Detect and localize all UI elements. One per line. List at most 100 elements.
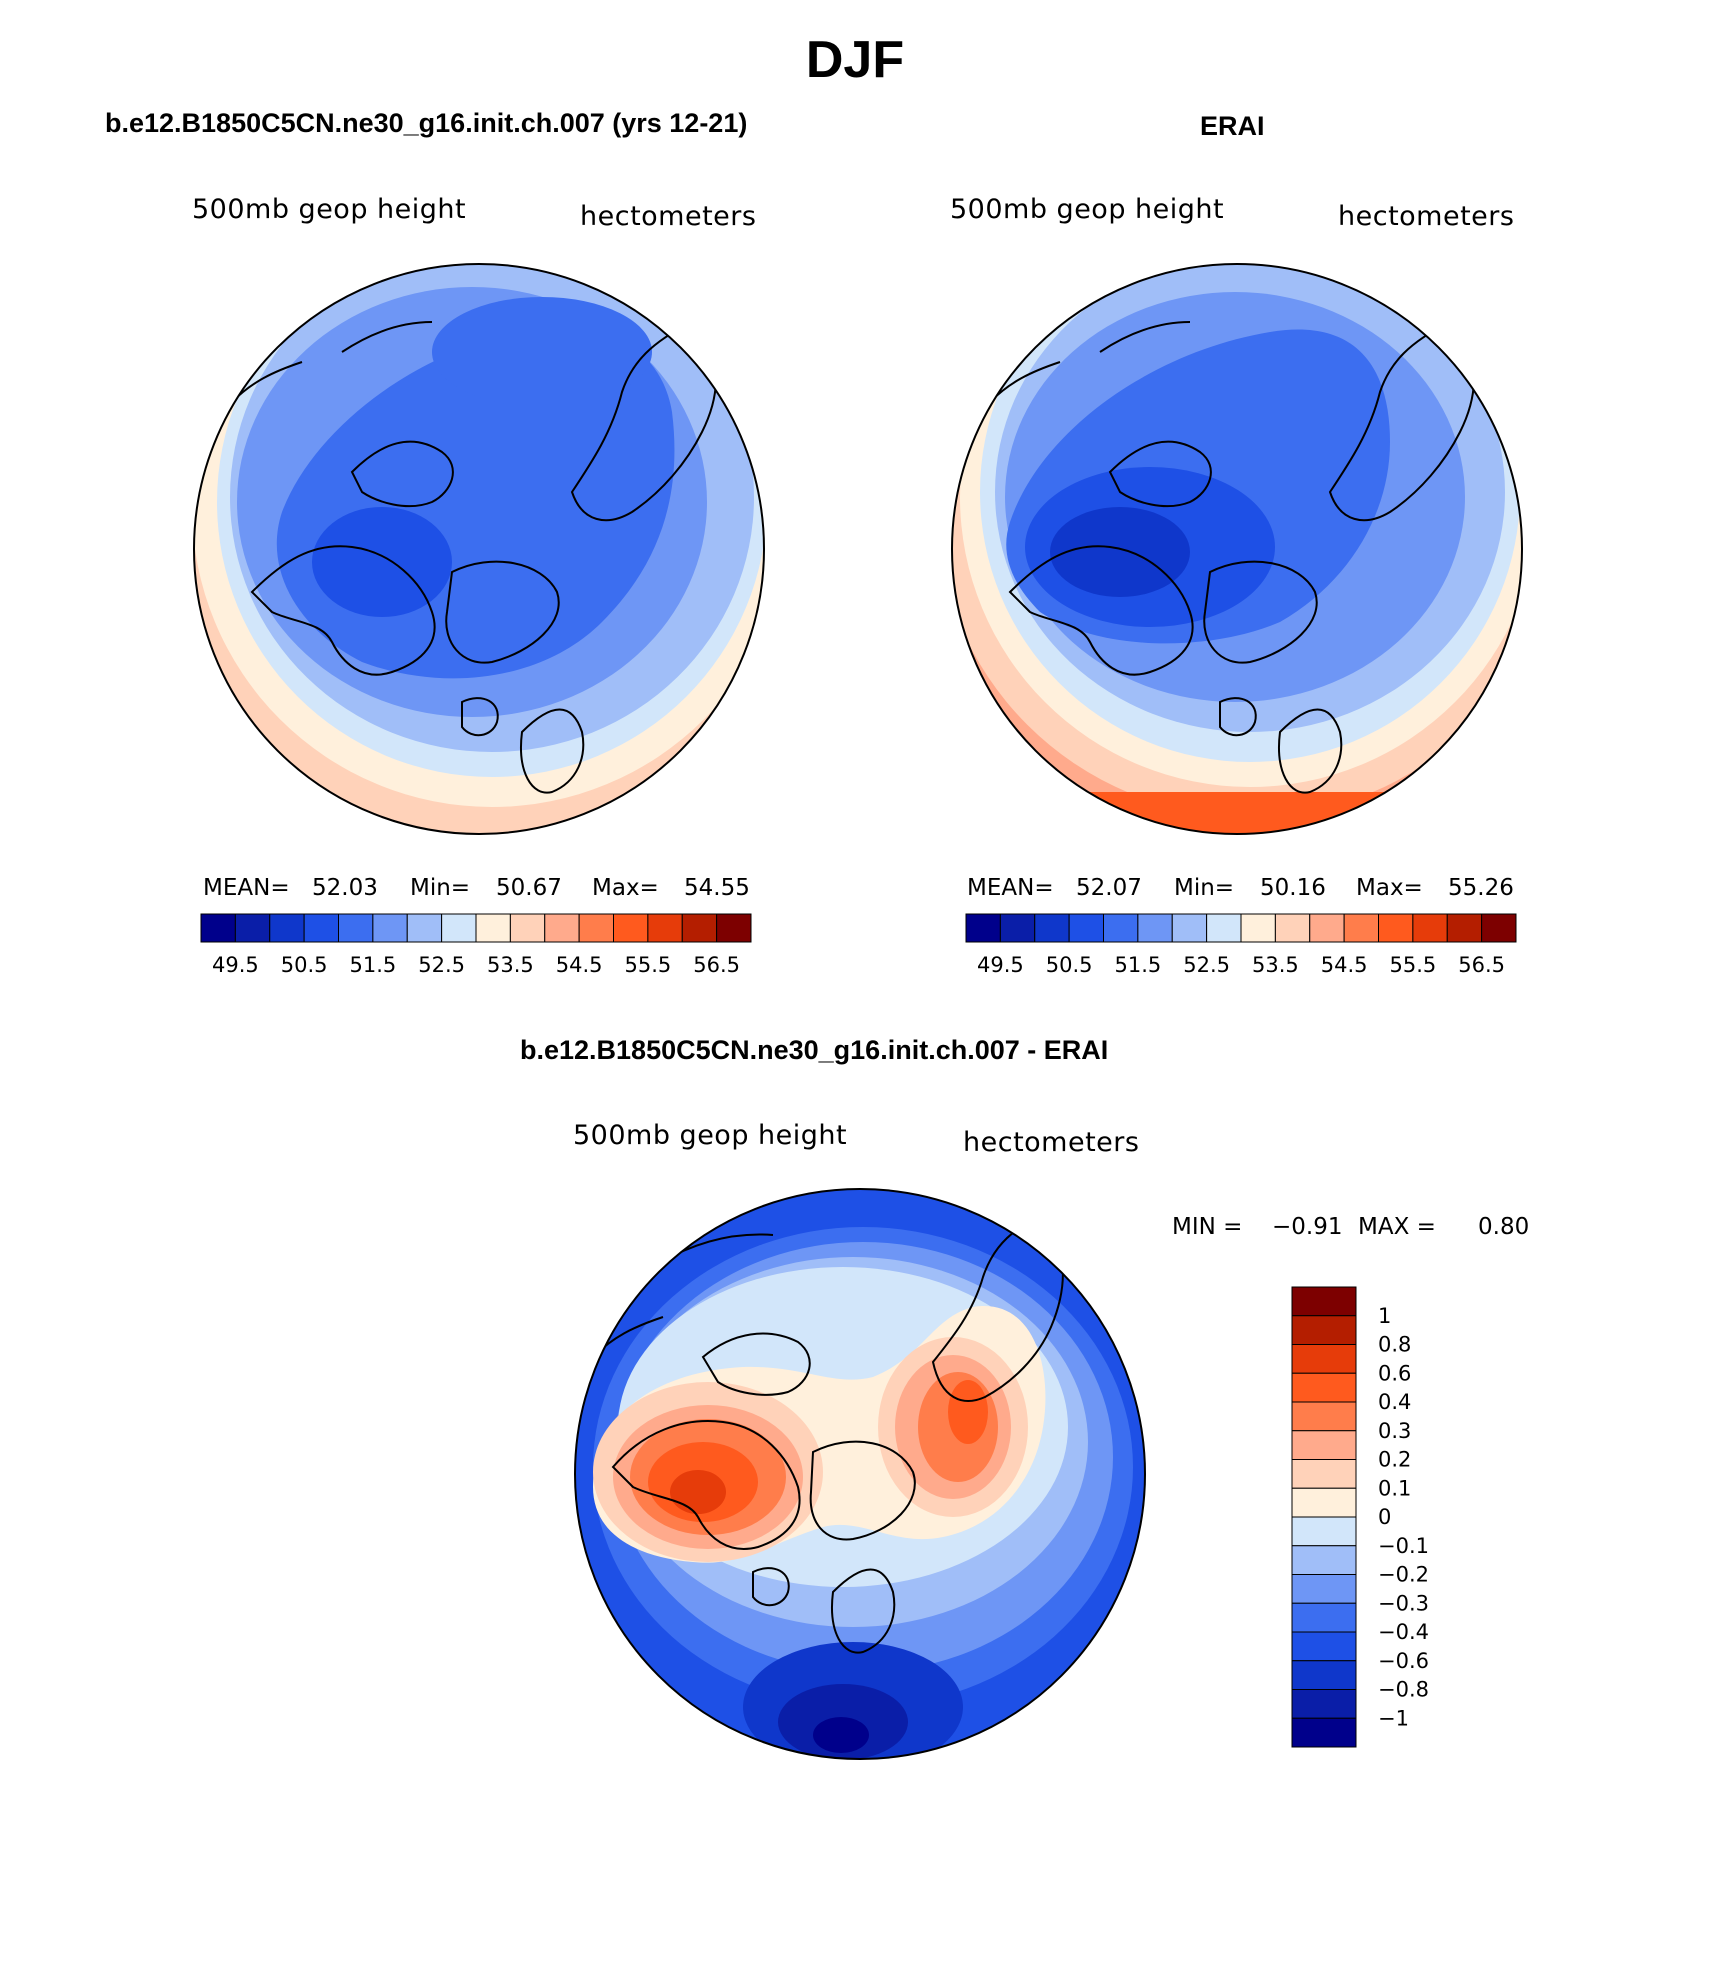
model-colorbar-tick-label: 49.5 [212,953,259,977]
model-low-pacific [432,297,652,407]
diff-max-value: 0.80 [1478,1214,1530,1240]
obs-max-value: 55.26 [1448,875,1514,901]
obs-colorbar-box [1240,913,1276,943]
diff-max-label: MAX = [1358,1214,1436,1240]
obs-max-label: Max= [1356,875,1423,901]
diff-polar-map [574,1188,1146,1760]
obs-colorbar-box [1378,913,1414,943]
season-title: DJF [805,31,905,89]
obs-colorbar-tick-label: 55.5 [1389,953,1436,977]
obs-high-atlantic [952,792,1522,834]
obs-colorbar-box [1446,913,1483,943]
obs-colorbar-box [1274,913,1311,943]
model-colorbar-box [509,913,546,943]
diff-colorbar-box [1291,1430,1357,1460]
diff-colorbar-tick-label: 0.4 [1378,1390,1411,1414]
model-map-border [193,263,765,835]
obs-colorbar-box [1206,913,1242,943]
diff-variable-label: 500mb geop height [573,1120,848,1151]
diff-colorbar-tick-label: 0 [1378,1505,1391,1529]
obs-coastlines [989,320,1475,794]
obs-min-label: Min= [1174,875,1235,901]
diff-colorbar-tick-label: −1 [1378,1706,1409,1730]
model-colorbar-tick-label: 53.5 [487,953,534,977]
model-mean-label: MEAN= [203,875,290,901]
obs-colorbar-box [1068,913,1104,943]
model-colorbar-box [544,913,580,943]
model-colorbar-tick-label: 52.5 [418,953,465,977]
model-colorbar-tick-label: 51.5 [349,953,396,977]
diff-colorbar-tick-label: 1 [1378,1304,1391,1328]
diff-min-label: MIN = [1172,1214,1243,1240]
obs-units-label: hectometers [1338,201,1515,232]
obs-colorbar-box [1343,913,1379,943]
model-coastlines [231,320,717,794]
obs-colorbar-tick-label: 51.5 [1114,953,1161,977]
model-colorbar-tick-label: 56.5 [693,953,740,977]
diff-colorbar-tick-label: 0.2 [1378,1448,1411,1472]
obs-colorbar-tick-label: 56.5 [1458,953,1505,977]
model-colorbar-box [303,913,339,943]
obs-colorbar-box [1481,913,1517,943]
model-colorbar: 49.5 50.5 51.5 52.5 53.5 54.5 55.5 56.5 [200,913,752,977]
diff-colorbar-box [1291,1545,1357,1575]
model-colorbar-box [716,913,752,943]
diff-colorbar-box [1291,1401,1357,1432]
model-colorbar-box [647,913,683,943]
model-colorbar-tick-label: 50.5 [281,953,328,977]
obs-colorbar-box [1171,913,1208,943]
model-colorbar-box [372,913,408,943]
diff-colorbar-box [1291,1602,1357,1633]
model-colorbar-box [681,913,718,943]
obs-colorbar-box [1309,913,1345,943]
obs-colorbar-box [1412,913,1448,943]
model-colorbar-box [200,913,236,943]
model-colorbar-box [578,913,614,943]
obs-colorbar-box [1034,913,1070,943]
diff-colorbar: 1 0.8 0.6 0.4 0.3 0.2 0.1 0 −0.1 −0.2 −0.3 −0.4 −0.6… [1291,1286,1429,1748]
diff-colorbar-tick-label: −0.2 [1378,1563,1429,1587]
diff-colorbar-box [1291,1315,1357,1345]
obs-mean-value: 52.07 [1076,875,1142,901]
model-variable-label: 500mb geop height [192,194,467,225]
obs-mean-label: MEAN= [967,875,1054,901]
model-colorbar-box [269,913,305,943]
model-colorbar-box [475,913,511,943]
obs-low-core [1050,507,1190,597]
diff-min-value: −0.91 [1272,1214,1343,1240]
obs-colorbar-tick-label: 53.5 [1252,953,1299,977]
model-colorbar-tick-label: 54.5 [556,953,603,977]
diff-colorbar-tick-label: 0.6 [1378,1361,1411,1385]
diff-colorbar-tick-label: −0.8 [1378,1678,1429,1702]
model-max-value: 54.55 [684,875,750,901]
model-colorbar-box [338,913,374,943]
model-colorbar-box [234,913,271,943]
diff-panel-title: b.e12.B1850C5CN.ne30_g16.init.ch.007 - E… [520,1035,1109,1065]
diff-band-pos06-east [948,1380,988,1444]
model-mean-value: 52.03 [312,875,378,901]
diff-colorbar-box [1291,1631,1357,1662]
model-units-label: hectometers [580,201,757,232]
model-panel-title: b.e12.B1850C5CN.ne30_g16.init.ch.007 (yr… [105,108,748,138]
obs-colorbar-tick-label: 54.5 [1321,953,1368,977]
model-polar-map [193,263,765,835]
diff-units-label: hectometers [963,1127,1140,1158]
model-min-value: 50.67 [496,875,562,901]
diff-colorbar-tick-label: −0.4 [1378,1620,1429,1644]
diff-colorbar-tick-label: 0.3 [1378,1419,1411,1443]
diff-colorbar-box [1291,1660,1357,1690]
obs-polar-map [951,263,1523,835]
obs-colorbar-box [965,913,1001,943]
diff-colorbar-tick-label: 0.1 [1378,1476,1411,1500]
model-colorbar-box [441,913,477,943]
model-max-label: Max= [592,875,659,901]
diff-band-pos08 [670,1470,726,1514]
diff-colorbar-box [1291,1344,1357,1374]
obs-colorbar-tick-label: 52.5 [1183,953,1230,977]
diff-colorbar-box [1291,1689,1357,1719]
diff-colorbar-box [1291,1487,1357,1518]
obs-colorbar-box [1137,913,1173,943]
model-low-canada [312,507,452,617]
diff-coastlines [592,1215,1064,1654]
diff-colorbar-box [1291,1286,1357,1317]
